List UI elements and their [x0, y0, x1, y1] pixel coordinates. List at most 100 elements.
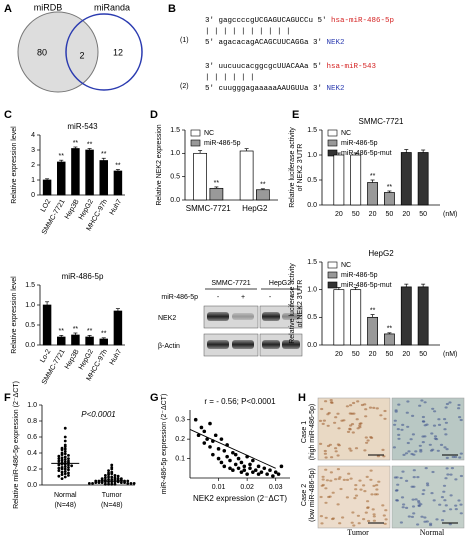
cell	[443, 428, 447, 431]
cell	[438, 503, 442, 506]
y-tick-label: 0.2	[27, 466, 37, 473]
cell	[423, 516, 427, 519]
point	[228, 466, 232, 471]
cell	[429, 524, 433, 527]
cell	[401, 423, 405, 426]
cell	[329, 479, 333, 482]
cell	[329, 401, 334, 404]
point	[248, 466, 252, 471]
point	[60, 467, 64, 471]
point	[63, 426, 67, 430]
point	[110, 467, 114, 471]
x-tick-label: SMMC-7721	[186, 204, 231, 213]
cell	[336, 443, 340, 446]
cell	[422, 489, 426, 492]
cell	[430, 492, 434, 495]
x-tick-label: 50	[386, 211, 394, 218]
point	[265, 472, 269, 476]
bar	[113, 310, 123, 346]
x-tick-label: Tumor	[102, 492, 123, 499]
point	[242, 468, 247, 473]
cell	[352, 524, 356, 527]
cell	[421, 435, 425, 438]
cell	[359, 422, 363, 425]
cell	[377, 480, 381, 483]
chart-title: SMMC-7721	[359, 117, 404, 126]
venn-circle	[65, 13, 143, 91]
point	[132, 482, 136, 485]
point	[63, 475, 67, 479]
cell	[414, 498, 418, 501]
cell	[423, 424, 427, 427]
point	[67, 474, 70, 477]
sequence: 5' agacacagACAGCUUCAGGa 3'	[205, 39, 322, 47]
ihc-panel: Case 1 (high miR-486-5p) Case 2 (low miR…	[301, 397, 465, 537]
cell	[323, 449, 327, 453]
cell	[349, 477, 353, 480]
significance: **	[73, 326, 79, 333]
y-tick-label: 1.5	[25, 282, 35, 289]
cell	[459, 512, 463, 515]
bar	[384, 192, 395, 206]
cell	[354, 447, 359, 450]
cell	[366, 439, 370, 442]
chart-title: miR-543	[67, 122, 98, 131]
cell	[372, 484, 376, 487]
fit-line	[189, 429, 276, 469]
cell	[449, 508, 453, 511]
point	[57, 459, 61, 463]
target-name: NEK2	[327, 85, 345, 93]
cell	[431, 407, 435, 410]
case-group: (low miR-486-5p)	[309, 468, 316, 522]
point	[63, 447, 67, 451]
cell	[372, 406, 376, 409]
point	[60, 458, 64, 462]
cell	[412, 476, 416, 479]
cell	[331, 491, 335, 494]
point	[107, 469, 110, 472]
pairing: | | | | | |	[205, 74, 255, 82]
cell	[345, 496, 349, 499]
cell	[412, 512, 416, 515]
sequence: 3' uucuucacggcgcUUACAAa 5' hsa-miR-543	[205, 63, 377, 71]
significance: **	[101, 331, 107, 338]
chart-title: HepG2	[368, 249, 394, 258]
point	[63, 455, 67, 459]
mirna-name: hsa-miR-486-5p	[331, 17, 394, 25]
point	[119, 481, 123, 484]
significance: **	[387, 184, 393, 191]
y-tick-label: 0.5	[25, 322, 35, 329]
point	[57, 466, 61, 470]
venn-count: 12	[113, 47, 123, 57]
cell	[421, 441, 425, 444]
cell	[329, 399, 333, 402]
bar	[99, 338, 108, 346]
cell	[433, 410, 437, 413]
point	[208, 445, 212, 449]
cell	[331, 517, 335, 520]
bar	[71, 148, 80, 196]
point	[57, 474, 61, 478]
bar	[400, 286, 412, 346]
point	[60, 453, 64, 456]
cell	[448, 523, 452, 526]
point	[110, 482, 114, 486]
y-tick-label: 1.0	[170, 150, 180, 157]
cell	[420, 399, 424, 402]
pairing: | | | | | | | | | |	[205, 28, 291, 36]
sequence: 3' gagccccgUCGAGUCAGUCCu 5'	[205, 17, 327, 25]
x-tick-note: (N=48)	[101, 502, 123, 509]
panel-label: A	[4, 3, 12, 15]
point	[216, 456, 221, 461]
cell	[355, 418, 359, 421]
cell	[399, 476, 403, 480]
cell	[425, 520, 429, 523]
cell	[324, 516, 328, 519]
cell	[406, 441, 410, 445]
cell	[324, 400, 328, 403]
cell	[341, 516, 345, 519]
cell	[393, 423, 397, 426]
significance: **	[101, 151, 107, 158]
cell	[319, 442, 323, 445]
cell	[354, 484, 358, 487]
